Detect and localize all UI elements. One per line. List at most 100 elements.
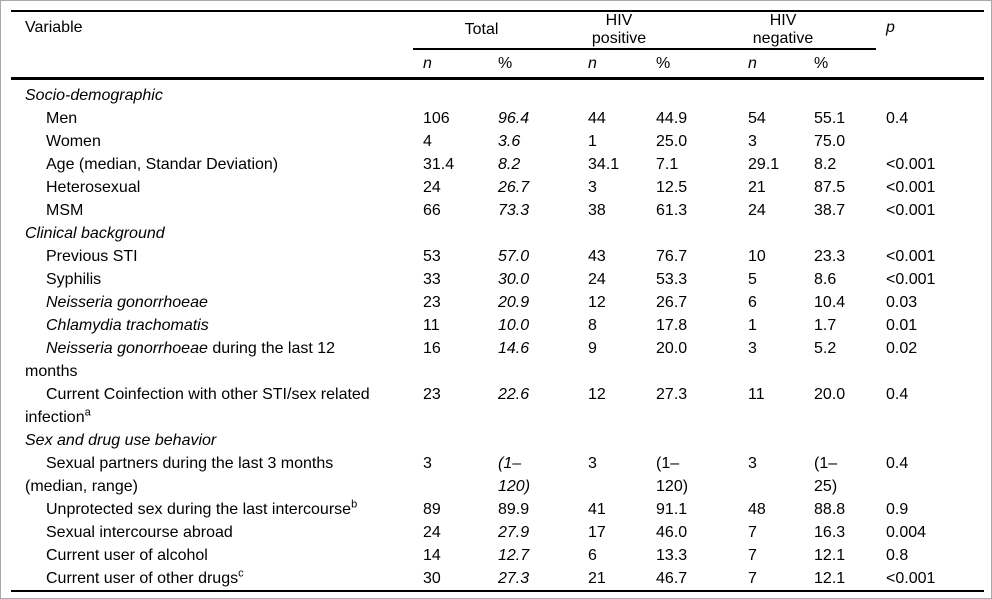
cell: <0.001	[886, 570, 936, 587]
cell: 5	[748, 271, 757, 288]
cell: 3	[588, 179, 597, 196]
cell: 27.3	[498, 570, 530, 587]
subheader-hiv-positive-pct: %	[646, 49, 739, 80]
cell	[876, 222, 984, 245]
table-row: Current Coinfection with other STI/sex r…	[11, 383, 984, 429]
cell: 20.9	[498, 294, 530, 311]
table-row: Current user of alcohol 14 12.7 6 13.3 7 12.1 0…	[11, 544, 984, 567]
cell	[413, 222, 488, 245]
cell: 16	[423, 340, 441, 357]
cell: 17.8	[656, 317, 688, 334]
cell: 7.1	[656, 156, 679, 173]
cell: 0.8	[886, 547, 909, 564]
cell: 24	[588, 271, 606, 288]
cell: 9	[588, 340, 597, 357]
cell: 30	[423, 570, 441, 587]
cell: <0.001	[886, 271, 936, 288]
col-header-variable: Variable	[11, 11, 413, 80]
row-label: Sexual intercourse abroad	[46, 524, 233, 541]
cell: 1	[588, 133, 597, 150]
cell: 41	[588, 501, 606, 518]
cell: 43	[588, 248, 606, 265]
cell: 8.2	[498, 156, 521, 173]
group-header-total: Total	[413, 11, 579, 50]
cell: 3	[748, 133, 757, 150]
cell: 38	[588, 202, 606, 219]
cell: 1	[748, 317, 757, 334]
cell: 12.7	[498, 547, 530, 564]
cell: 8.2	[814, 156, 837, 173]
subheader-hiv-negative-n: n	[738, 49, 805, 80]
subheader-total-pct: %	[488, 49, 579, 80]
row-label: Heterosexual	[46, 179, 141, 196]
row-label: Current user of alcohol	[46, 547, 208, 564]
cell: 0.9	[886, 501, 909, 518]
cell: (1– 120)	[498, 455, 531, 495]
cell: 53	[423, 248, 441, 265]
cell: 21	[588, 570, 606, 587]
row-label: Current Coinfection with other STI/sex r…	[25, 386, 370, 426]
cell: 34.1	[588, 156, 620, 173]
cell: 11	[748, 386, 765, 403]
cell: 7	[748, 570, 757, 587]
table-row: Sexual partners during the last 3 months…	[11, 452, 984, 498]
cell: 17	[588, 524, 606, 541]
table-row: MSM 66 73.3 38 61.3 24 38.7 <0.001	[11, 199, 984, 222]
cell	[646, 79, 738, 108]
cell: 23	[423, 294, 441, 311]
cell: 12.1	[814, 547, 846, 564]
cell: 46.7	[656, 570, 688, 587]
row-label: Men	[46, 110, 78, 127]
cell: 48	[748, 501, 766, 518]
cell	[413, 429, 488, 452]
cell: 23	[423, 386, 441, 403]
row-label: Chlamydia trachomatis	[46, 317, 209, 334]
row-label: MSM	[46, 202, 84, 219]
cell: 0.4	[886, 110, 909, 127]
cell: 106	[423, 110, 450, 127]
cell: 10	[748, 248, 766, 265]
table-row: Unprotected sex during the last intercou…	[11, 498, 984, 521]
cell: 14	[423, 547, 441, 564]
cell	[413, 79, 488, 108]
cell: 16.3	[814, 524, 846, 541]
cell: 73.3	[498, 202, 530, 219]
cell: <0.001	[886, 248, 936, 265]
cell: 54	[748, 110, 766, 127]
table-row: Current user of other drugsc 30 27.3 21 46.7…	[11, 567, 984, 591]
cell: 3	[748, 340, 757, 357]
study-population-table: Variable Total HIV positive HIV negative…	[11, 10, 985, 592]
cell: 61.3	[656, 202, 688, 219]
cell	[488, 222, 578, 245]
cell: 14.6	[498, 340, 530, 357]
group-header-hiv-negative: HIV negative	[738, 11, 877, 50]
cell	[876, 79, 984, 108]
cell: 91.1	[656, 501, 688, 518]
cell: 55.1	[814, 110, 846, 127]
table-row: Women 4 3.6 1 25.0 3 75.0	[11, 130, 984, 153]
header-row-sub: n % n % n %	[11, 49, 984, 80]
cell	[804, 222, 876, 245]
cell: <0.001	[886, 156, 936, 173]
table-row: Clinical background	[11, 222, 984, 245]
cell: 44.9	[656, 110, 688, 127]
row-label: Sexual partners during the last 3 months…	[25, 455, 334, 495]
cell: 0.004	[886, 524, 927, 541]
cell: 3	[588, 455, 597, 472]
cell	[578, 222, 646, 245]
cell	[876, 130, 984, 153]
cell: 12	[588, 294, 606, 311]
cell: 88.8	[814, 501, 846, 518]
cell: <0.001	[886, 179, 936, 196]
cell: 23.3	[814, 248, 846, 265]
cell: 6	[748, 294, 757, 311]
cell: 7	[748, 524, 757, 541]
cell	[646, 429, 738, 452]
cell: 24	[423, 524, 441, 541]
cell	[804, 79, 876, 108]
cell: (1– 120)	[656, 455, 689, 495]
cell: 8	[588, 317, 597, 334]
cell: 26.7	[656, 294, 688, 311]
table-row: Age (median, Standar Deviation) 31.4 8.2 34…	[11, 153, 984, 176]
cell: 30.0	[498, 271, 530, 288]
